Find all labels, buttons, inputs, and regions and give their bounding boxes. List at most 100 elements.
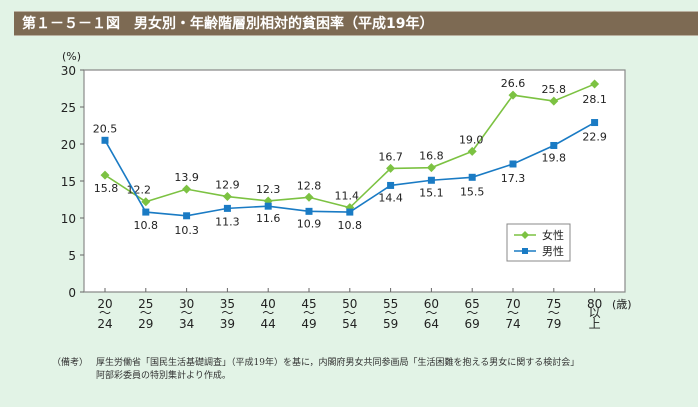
footnote: （備考） 厚生労働省「国民生活基礎調査」（平成19年）を基に，内閣府男女共同参画局… <box>52 357 579 383</box>
x-tick-label-top: 30 <box>179 297 194 311</box>
data-label: 16.8 <box>419 150 444 163</box>
legend-marker-square <box>522 248 528 254</box>
y-tick-label: 10 <box>61 212 76 226</box>
data-label: 16.7 <box>378 150 403 163</box>
x-tick-label-top: 75 <box>546 297 561 311</box>
footnote-line-1: 厚生労働省「国民生活基礎調査」（平成19年）を基に，内閣府男女共同参画局「生活困… <box>96 358 580 368</box>
figure-title: 第１－５－１図 男女別・年齢階層別相対的貧困率（平成19年） <box>14 11 698 36</box>
data-point-diamond <box>386 163 396 173</box>
data-label: 11.3 <box>215 215 240 228</box>
x-tick-label-top: 45 <box>301 297 316 311</box>
data-point-diamond <box>467 146 477 156</box>
x-axis-unit-label: (歳) <box>612 298 632 311</box>
x-tick-label-mid: 〜 <box>385 306 397 320</box>
data-label: 12.2 <box>127 184 152 197</box>
data-label: 19.0 <box>459 133 484 146</box>
data-point-diamond <box>141 197 151 207</box>
x-tick-label-mid: 〜 <box>507 306 519 320</box>
x-tick-label-mid: 〜 <box>425 306 437 320</box>
x-tick-label-mid: 〜 <box>466 306 478 320</box>
data-label: 10.8 <box>134 219 159 232</box>
x-tick-label-mid: 〜 <box>221 306 233 320</box>
data-point-diamond <box>100 170 110 180</box>
footnote-line-2: 阿部彩委員の特別集計より作成。 <box>96 371 231 381</box>
x-tick-label-mid: 〜 <box>262 306 274 320</box>
data-label: 17.3 <box>501 172 526 185</box>
x-tick-label-bottom: 24 <box>97 317 112 331</box>
x-tick-label-top: 80 <box>587 297 602 311</box>
data-point-square <box>264 202 272 210</box>
y-tick-label: 25 <box>61 101 76 115</box>
x-tick-label-bottom: 49 <box>301 317 316 331</box>
data-label: 28.1 <box>582 93 607 106</box>
data-point-square <box>183 212 191 220</box>
footnote-label: （備考） <box>52 358 89 368</box>
data-label: 13.9 <box>174 171 199 184</box>
data-label: 11.6 <box>256 212 281 225</box>
data-point-square <box>387 181 395 189</box>
series-group: 15.8 12.2 13.9 12.9 12.3 12.8 11.4 16.7 16.8 19.0… <box>93 77 607 237</box>
x-tick-label-mid: 〜 <box>140 306 152 320</box>
data-point-square <box>468 173 476 181</box>
x-tick-label-bottom: 34 <box>179 317 194 331</box>
x-axis: 20〜2425〜2930〜3435〜3940〜4445〜4950〜5455〜59… <box>97 288 602 331</box>
x-tick-label-bottom: 59 <box>383 317 398 331</box>
data-label: 26.6 <box>501 77 526 90</box>
data-label: 25.8 <box>542 83 567 96</box>
data-point-diamond <box>549 96 559 106</box>
x-tick-label-top: 55 <box>383 297 398 311</box>
y-tick-label: 5 <box>68 249 76 263</box>
x-tick-label-top: 65 <box>465 297 480 311</box>
data-point-square <box>591 119 599 127</box>
y-tick-label: 0 <box>68 286 76 300</box>
data-point-square <box>346 208 354 216</box>
data-label: 15.1 <box>419 186 444 199</box>
x-tick-label-bottom: 74 <box>505 317 520 331</box>
x-tick-label-bottom: 29 <box>138 317 153 331</box>
x-tick-label-mid: 〜 <box>344 306 356 320</box>
y-axis: 0 5 10 15 20 25 30 <box>61 64 84 300</box>
x-tick-label-mid: 〜 <box>548 306 560 320</box>
data-point-diamond <box>426 163 436 173</box>
legend-marker-diamond <box>521 231 529 239</box>
x-tick-label-mid: 〜 <box>303 306 315 320</box>
legend-label: 男性 <box>542 244 564 258</box>
data-label: 20.5 <box>93 122 118 135</box>
data-label: 14.4 <box>378 191 403 204</box>
data-point-diamond <box>590 79 600 89</box>
x-tick-label-top: 20 <box>97 297 112 311</box>
y-tick-label: 30 <box>61 64 76 78</box>
x-tick-label-mid: 以 <box>589 306 601 320</box>
data-point-diamond <box>182 184 192 194</box>
data-label: 10.8 <box>338 219 363 232</box>
data-label: 10.3 <box>174 224 199 237</box>
legend-label: 女性 <box>542 228 564 242</box>
y-tick-label: 20 <box>61 138 76 152</box>
data-point-square <box>101 136 109 144</box>
data-label: 15.5 <box>460 185 485 198</box>
data-point-square <box>305 207 313 215</box>
data-label: 12.3 <box>256 183 281 196</box>
data-point-square <box>223 204 231 212</box>
x-tick-label-mid: 〜 <box>181 306 193 320</box>
data-label: 19.8 <box>542 151 567 164</box>
x-tick-label-bottom: 44 <box>261 317 276 331</box>
data-label: 10.9 <box>297 217 322 230</box>
data-point-diamond <box>304 192 314 202</box>
x-tick-label-bottom: 69 <box>465 317 480 331</box>
data-label: 22.9 <box>582 131 607 144</box>
data-label: 12.8 <box>297 179 322 192</box>
x-tick-label-top: 35 <box>220 297 235 311</box>
data-point-square <box>550 141 558 149</box>
y-tick-label: 15 <box>61 175 76 189</box>
legend-box <box>506 223 571 262</box>
data-label: 11.4 <box>335 190 360 203</box>
data-point-diamond <box>508 90 518 100</box>
data-point-square <box>427 176 435 184</box>
series-male: 20.5 10.8 10.3 11.3 11.6 10.9 10.8 14.4 15.1 15.5… <box>93 119 607 237</box>
x-tick-label-top: 50 <box>342 297 357 311</box>
x-tick-label-top: 25 <box>138 297 153 311</box>
x-tick-label-bottom: 54 <box>342 317 357 331</box>
